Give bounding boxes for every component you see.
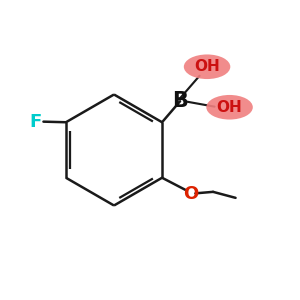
Ellipse shape xyxy=(206,95,253,119)
Text: O: O xyxy=(183,185,198,203)
Text: OH: OH xyxy=(217,100,242,115)
Text: F: F xyxy=(30,112,42,130)
Text: B: B xyxy=(172,91,188,111)
Text: OH: OH xyxy=(194,59,220,74)
Ellipse shape xyxy=(184,54,230,79)
